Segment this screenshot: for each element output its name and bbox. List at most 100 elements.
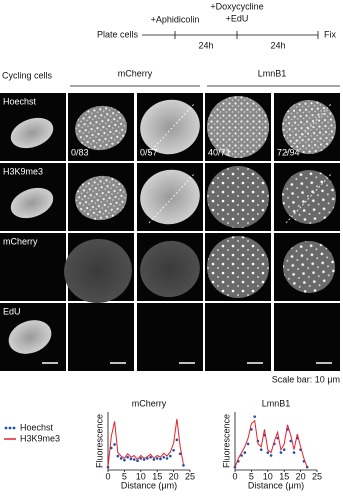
count-label: 72/94 — [277, 147, 300, 157]
data-point — [126, 455, 129, 459]
image-panel — [274, 303, 340, 371]
image-panel — [205, 303, 271, 371]
nucleus — [75, 175, 127, 221]
x-tick-label: 0 — [105, 471, 110, 481]
data-point — [136, 459, 139, 463]
data-point — [139, 457, 143, 460]
data-point — [246, 442, 250, 446]
x-tick-label: 25 — [312, 471, 322, 481]
x-tick-label: 0 — [232, 471, 237, 481]
nucleus — [207, 96, 269, 158]
image-grid: Hoechst H3K9me3 mCherry EdU 0/83 0/57 40/71 72/… — [0, 93, 340, 371]
x-tick-label: 20 — [169, 471, 179, 481]
timeline-label: 24h — [270, 40, 285, 50]
legend-swatch — [4, 426, 8, 430]
column-header: LmnB1 — [258, 68, 287, 78]
data-point — [162, 455, 166, 459]
data-point — [132, 458, 136, 461]
timeline-label: +Aphidicolin — [151, 14, 200, 24]
chart-title: mCherry — [132, 398, 167, 408]
data-point — [259, 448, 263, 452]
data-point — [243, 451, 247, 454]
count-label: 40/71 — [208, 147, 231, 157]
column-header: Cycling cells — [2, 70, 53, 80]
data-point — [250, 428, 253, 431]
x-tick-label: 25 — [185, 471, 195, 481]
data-point — [149, 455, 152, 459]
data-point — [282, 448, 286, 452]
timeline-label: 24h — [198, 40, 213, 50]
legend-swatch — [8, 426, 12, 430]
data-point — [155, 457, 159, 460]
x-tick-label: 10 — [263, 471, 273, 481]
data-point — [269, 454, 273, 457]
data-point — [152, 458, 156, 461]
data-point — [175, 438, 179, 442]
data-point — [253, 415, 256, 418]
row-label: EdU — [3, 306, 21, 316]
data-line — [234, 419, 308, 468]
row-label: mCherry — [3, 236, 38, 246]
data-point — [292, 451, 296, 454]
legend-label: Hoechst — [20, 422, 54, 432]
nucleus — [8, 320, 52, 354]
x-axis-label: Distance (μm) — [121, 480, 177, 490]
profile-line — [148, 172, 196, 224]
x-tick-label: 5 — [249, 471, 254, 481]
nucleus — [10, 187, 54, 219]
y-axis-label: Fluorescence — [94, 414, 104, 468]
y-axis-label: Fluorescence — [221, 414, 231, 468]
column-header: mCherry — [118, 68, 153, 78]
data-point — [266, 451, 270, 454]
timeline-label: +EdU — [226, 13, 249, 23]
image-panel — [68, 303, 134, 371]
nucleus — [64, 238, 132, 304]
scale-bar-note: Scale bar: 10 μm — [272, 374, 340, 384]
nucleus — [75, 105, 127, 151]
timeline-label: Plate cells — [97, 29, 139, 39]
data-point — [172, 448, 175, 452]
x-axis-label: Distance (μm) — [248, 480, 304, 490]
data-point — [289, 439, 293, 443]
data-point — [146, 457, 149, 460]
profile-line — [285, 102, 333, 154]
count-label: 0/83 — [71, 147, 89, 157]
x-tick-label: 20 — [296, 471, 306, 481]
data-point — [169, 454, 172, 458]
nucleus — [10, 117, 54, 149]
nucleus — [207, 166, 269, 228]
x-tick-label: 15 — [279, 471, 289, 481]
timeline-label: +Doxycycline — [210, 1, 263, 11]
legend-label: H3K9me3 — [20, 433, 60, 443]
row-label: Hoechst — [3, 96, 37, 106]
data-point — [159, 457, 162, 461]
data-point — [182, 464, 185, 467]
x-tick-label: 15 — [152, 471, 162, 481]
data-point — [119, 457, 123, 460]
data-point — [129, 457, 133, 461]
x-tick-label: 10 — [136, 471, 146, 481]
data-point — [106, 465, 110, 469]
data-point — [178, 452, 182, 456]
timeline-label: Fix — [324, 29, 336, 39]
nucleus — [283, 241, 335, 293]
nucleus — [140, 240, 200, 298]
profile-line — [285, 172, 333, 224]
data-point — [142, 458, 146, 461]
data-point — [165, 457, 169, 460]
data-point — [123, 458, 126, 462]
nucleus — [207, 236, 269, 298]
data-point — [279, 451, 283, 454]
x-tick-label: 5 — [122, 471, 127, 481]
image-panel — [137, 303, 203, 371]
legend-swatch — [12, 426, 16, 430]
timeline: Plate cells +Aphidicolin +Doxycycline +E… — [97, 1, 337, 50]
count-label: 0/57 — [140, 147, 158, 157]
chart-title: LmnB1 — [262, 398, 291, 408]
image-panel — [0, 233, 66, 301]
data-point — [240, 454, 243, 457]
data-point — [113, 443, 116, 446]
profile-line — [148, 102, 196, 154]
